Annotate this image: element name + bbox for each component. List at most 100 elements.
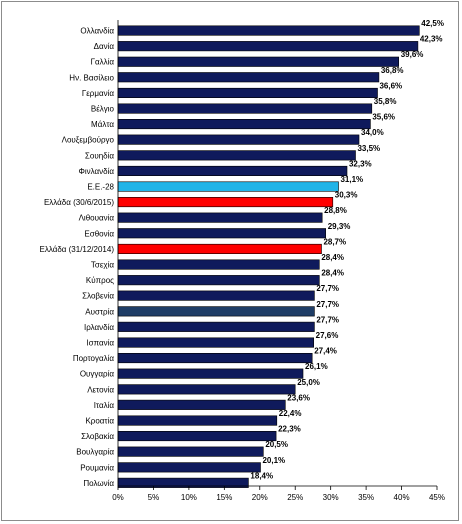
data-label: 28,4% bbox=[321, 253, 344, 262]
category-label: Σλοβακία bbox=[81, 432, 114, 441]
data-label: 26,1% bbox=[305, 362, 328, 371]
bar bbox=[117, 41, 419, 52]
category-label: Ε.Ε.-28 bbox=[87, 183, 114, 192]
category-label: Ιταλία bbox=[94, 401, 115, 410]
category-label: Ουγγαρία bbox=[80, 370, 115, 379]
category-label: Σουηδία bbox=[85, 151, 114, 160]
bar bbox=[117, 415, 278, 426]
data-label: 18,4% bbox=[250, 471, 273, 480]
bar bbox=[117, 119, 371, 130]
data-label: 27,7% bbox=[316, 315, 339, 324]
data-label: 29,3% bbox=[328, 222, 351, 231]
bar bbox=[117, 368, 304, 379]
x-tick-label: 45% bbox=[429, 493, 445, 502]
x-tick-label: 30% bbox=[323, 493, 339, 502]
bar bbox=[117, 430, 277, 442]
data-label: 34,0% bbox=[361, 128, 384, 137]
bar bbox=[117, 212, 323, 223]
category-label: Ην. Βασίλειο bbox=[69, 73, 114, 82]
category-label: Ισπανία bbox=[86, 339, 114, 348]
category-label: Βέλγιο bbox=[91, 105, 115, 114]
x-tick-label: 10% bbox=[181, 493, 197, 502]
x-tick-label: 40% bbox=[394, 493, 410, 502]
data-label: 22,4% bbox=[279, 409, 302, 418]
bar bbox=[117, 134, 360, 145]
x-tick-label: 35% bbox=[358, 493, 374, 502]
x-tick-label: 0% bbox=[112, 493, 124, 502]
bar bbox=[117, 384, 296, 395]
bar bbox=[117, 228, 326, 239]
data-label: 23,6% bbox=[287, 393, 310, 402]
data-label: 35,8% bbox=[374, 97, 397, 106]
bar bbox=[117, 306, 315, 317]
x-tick-label: 20% bbox=[252, 493, 268, 502]
category-label: Λουξεμβούργο bbox=[62, 136, 115, 145]
bar bbox=[117, 150, 356, 161]
category-label: Δανία bbox=[94, 42, 115, 51]
data-label: 28,8% bbox=[324, 206, 347, 215]
data-label: 20,5% bbox=[265, 440, 288, 449]
data-label: 35,6% bbox=[372, 113, 395, 122]
category-label: Τσεχία bbox=[91, 261, 114, 270]
category-label: Φινλανδία bbox=[78, 167, 114, 176]
bar bbox=[117, 197, 334, 208]
category-label: Αυστρία bbox=[85, 307, 114, 316]
category-label: Γερμανία bbox=[82, 89, 115, 98]
bar bbox=[117, 72, 380, 83]
category-label: Κύπρος bbox=[86, 276, 114, 285]
category-label: Ρουμανία bbox=[80, 463, 114, 472]
category-label: Λετονία bbox=[87, 385, 114, 394]
bar bbox=[117, 181, 339, 192]
bar bbox=[117, 446, 264, 457]
data-label: 42,5% bbox=[421, 19, 444, 28]
x-tick-label: 15% bbox=[216, 493, 232, 502]
data-label: 22,3% bbox=[278, 425, 301, 434]
bar bbox=[117, 399, 286, 410]
category-label: Ολλανδία bbox=[80, 27, 114, 36]
data-label: 31,1% bbox=[340, 175, 363, 184]
data-label: 42,3% bbox=[420, 35, 443, 44]
data-label: 32,3% bbox=[349, 159, 372, 168]
data-label: 27,7% bbox=[316, 284, 339, 293]
data-label: 25,0% bbox=[297, 378, 320, 387]
data-label: 30,3% bbox=[335, 191, 358, 200]
data-label: 20,1% bbox=[262, 456, 285, 465]
data-label: 36,8% bbox=[381, 66, 404, 75]
category-label: Εσθονία bbox=[84, 229, 114, 238]
data-label: 36,6% bbox=[379, 81, 402, 90]
category-label: Γαλλία bbox=[91, 58, 115, 67]
bar bbox=[117, 25, 420, 36]
bar bbox=[117, 165, 348, 176]
bar bbox=[117, 462, 261, 473]
category-label: Πορτογαλία bbox=[73, 354, 115, 363]
data-label: 27,7% bbox=[316, 300, 339, 309]
category-label: Ελλάδα (30/6/2015) bbox=[44, 198, 114, 207]
category-label: Ελλάδα (31/12/2014) bbox=[39, 245, 114, 254]
x-tick-label: 5% bbox=[148, 493, 160, 502]
bar bbox=[117, 321, 315, 332]
category-label: Κροατία bbox=[85, 417, 114, 426]
bar bbox=[117, 103, 373, 114]
category-label: Ιρλανδία bbox=[84, 323, 114, 332]
data-label: 28,7% bbox=[323, 237, 346, 246]
data-label: 28,4% bbox=[321, 269, 344, 278]
category-label: Λιθουανία bbox=[79, 214, 115, 223]
category-label: Μάλτα bbox=[91, 120, 114, 129]
bar bbox=[117, 337, 314, 348]
bar bbox=[117, 243, 322, 254]
category-label: Βουλγαρία bbox=[76, 448, 114, 457]
data-label: 33,5% bbox=[357, 144, 380, 153]
bar bbox=[117, 275, 320, 286]
category-label: Σλοβενία bbox=[82, 292, 114, 301]
bar bbox=[117, 352, 313, 364]
data-label: 39,6% bbox=[401, 50, 424, 59]
x-tick-label: 25% bbox=[287, 493, 303, 502]
bar bbox=[117, 56, 400, 67]
category-label: Πολωνία bbox=[83, 479, 114, 488]
bar bbox=[117, 290, 315, 301]
bar bbox=[117, 87, 378, 98]
data-label: 27,6% bbox=[316, 331, 339, 340]
data-label: 27,4% bbox=[314, 347, 337, 356]
bar bbox=[117, 259, 320, 270]
